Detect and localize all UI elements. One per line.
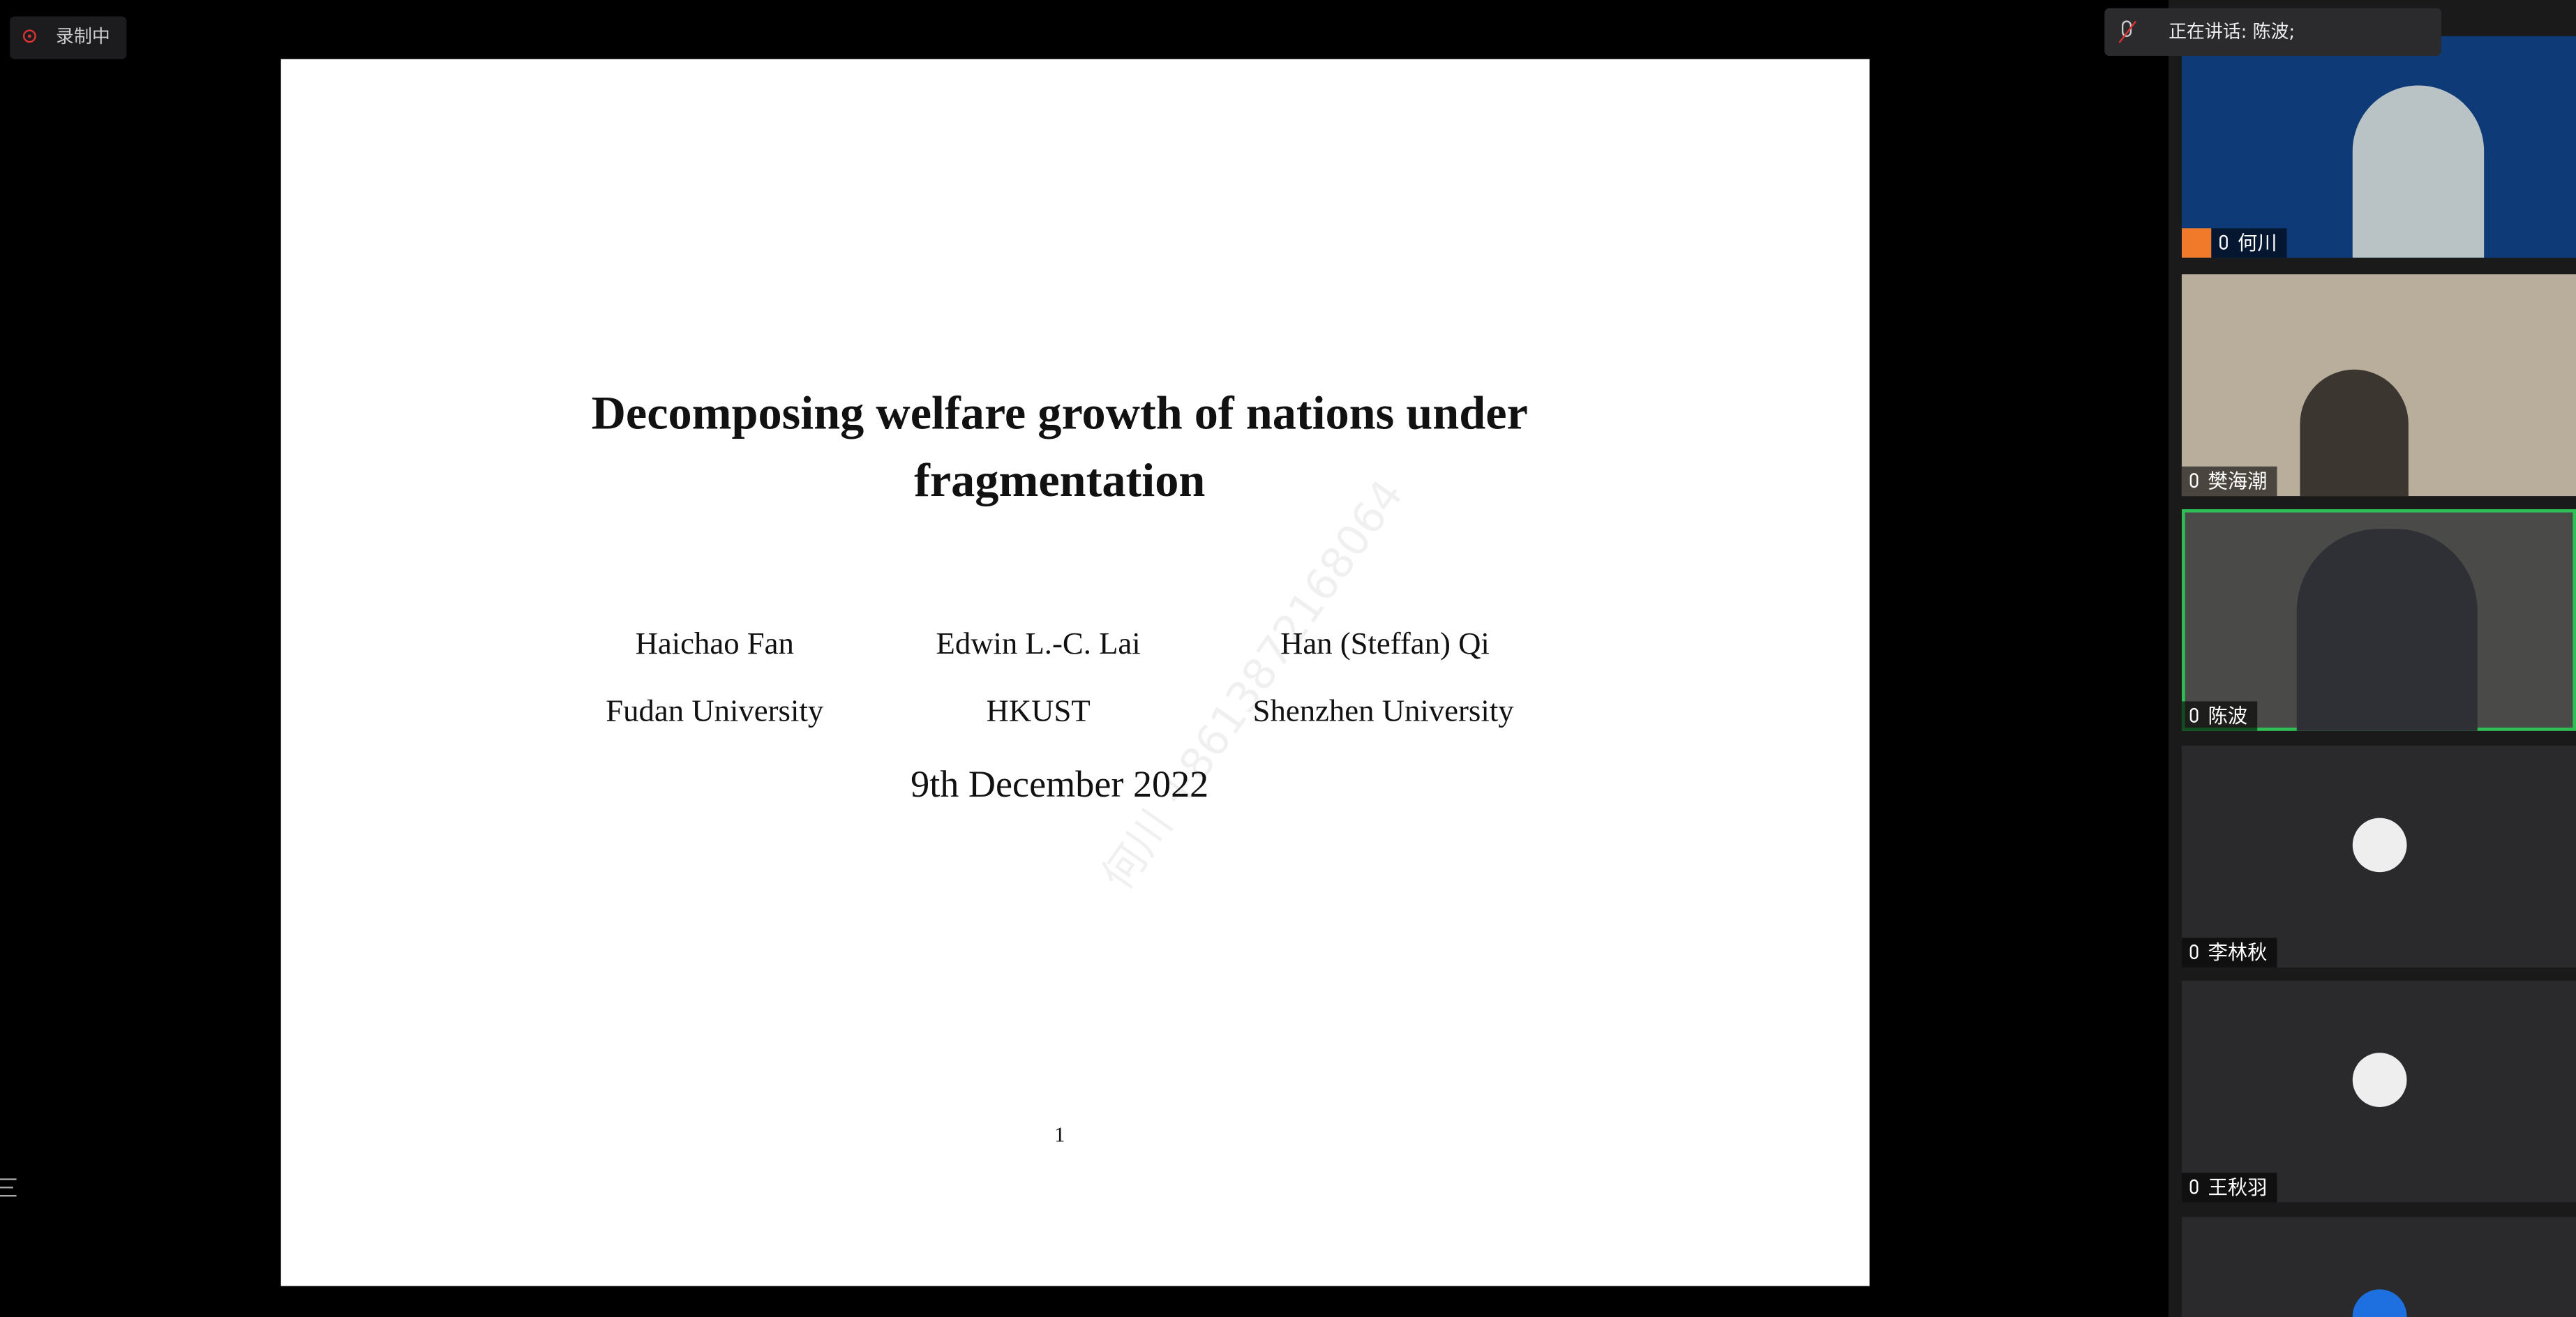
- video-tile[interactable]: 何川: [2181, 36, 2576, 258]
- participant-name: 王秋羽: [2181, 1173, 2277, 1203]
- video-tile[interactable]: 王秋羽: [2181, 980, 2576, 1203]
- recording-badge[interactable]: 录制中: [10, 16, 127, 59]
- avatar: [2352, 1053, 2407, 1108]
- name-text: 陈波: [2208, 705, 2248, 728]
- author-name: Edwin L.-C. Lai: [936, 627, 1141, 662]
- menu-icon[interactable]: [0, 1175, 20, 1201]
- slide-date: 9th December 2022: [911, 763, 1209, 805]
- video-tile[interactable]: [2181, 1217, 2576, 1317]
- watermark: 何川 +8613872168064: [1093, 472, 1414, 900]
- speaking-indicator: 正在讲话: 陈波;: [2104, 8, 2441, 57]
- author-affiliation: Shenzhen University: [1252, 694, 1514, 730]
- slide-title: Decomposing welfare growth of nations un…: [591, 387, 1528, 441]
- page-number: 1: [1054, 1122, 1065, 1147]
- slide-title: fragmentation: [914, 455, 1206, 508]
- participant-name: 陈波: [2181, 701, 2258, 731]
- recording-label: 录制中: [56, 26, 110, 48]
- author-affiliation: Fudan University: [606, 694, 824, 730]
- host-icon: [2181, 228, 2212, 258]
- participant-name: 樊海潮: [2181, 466, 2277, 497]
- video-tile[interactable]: 陈波: [2181, 509, 2576, 731]
- speaking-label: 正在讲话: 陈波;: [2169, 21, 2296, 43]
- avatar: [2352, 1289, 2407, 1317]
- participant-panel: 何川 樊海潮 陈波 李林秋 王秋羽: [2169, 0, 2576, 1317]
- author-name: Han (Steffan) Qi: [1280, 627, 1490, 662]
- name-text: 何川: [2237, 231, 2277, 255]
- shared-slide: 何川 +8613872168064 Decomposing welfare gr…: [280, 59, 1870, 1286]
- recording-icon: [22, 29, 36, 43]
- video-person: [2296, 529, 2478, 731]
- video-person: [2300, 369, 2409, 497]
- video-tile[interactable]: 樊海潮: [2181, 274, 2576, 497]
- avatar: [2352, 818, 2407, 873]
- name-text: 王秋羽: [2208, 1175, 2268, 1199]
- author-name: Haichao Fan: [635, 627, 794, 662]
- name-text: 樊海潮: [2208, 469, 2268, 493]
- name-text: 李林秋: [2208, 941, 2268, 965]
- video-person: [2352, 85, 2485, 258]
- participant-name: 何川: [2211, 228, 2287, 258]
- mic-icon: [2118, 20, 2136, 43]
- author-affiliation: HKUST: [986, 694, 1091, 730]
- video-tile[interactable]: 李林秋: [2181, 745, 2576, 968]
- participant-name: 李林秋: [2181, 938, 2277, 968]
